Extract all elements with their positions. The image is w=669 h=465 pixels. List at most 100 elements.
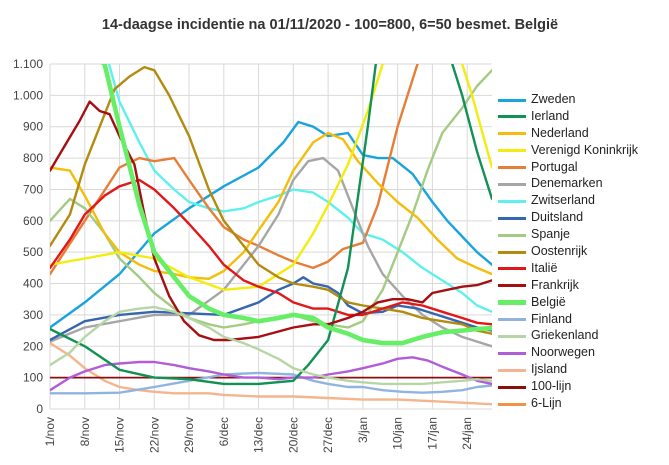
legend-item: 6-Lijn <box>498 395 668 412</box>
y-tick-label: 500 <box>23 245 43 259</box>
legend-label: Ijsland <box>531 362 568 377</box>
y-tick-label: 100 <box>23 371 43 385</box>
legend-item: Duitsland <box>498 209 668 226</box>
legend-swatch <box>498 166 526 170</box>
y-tick-label: 600 <box>23 214 43 228</box>
series-line-oostenrijk <box>50 65 492 335</box>
legend-item: Griekenland <box>498 327 668 344</box>
series-lines <box>50 64 492 406</box>
legend-item: Portugal <box>498 159 668 176</box>
legend-swatch <box>498 334 526 338</box>
legend-item: Finland <box>498 311 668 328</box>
legend-item: Frankrijk <box>498 277 668 294</box>
y-tick-label: 1.000 <box>13 88 43 102</box>
legend-label: Ierland <box>531 108 570 123</box>
series-line-denemarken <box>50 156 492 348</box>
series-line-ijsland <box>50 341 492 406</box>
series-line-portugal <box>50 64 419 276</box>
y-tick-label: 700 <box>23 182 43 196</box>
legend-swatch <box>498 98 526 102</box>
series-line-verenigd-koninkrijk <box>50 64 492 291</box>
legend-swatch <box>498 132 526 136</box>
x-tick-label: 15/nov <box>113 417 127 453</box>
series-line-noorwegen <box>50 356 492 392</box>
legend-item: Nederland <box>498 125 668 142</box>
legend-item: Ierland <box>498 108 668 125</box>
series-line-zwitserland <box>107 64 492 313</box>
legend-swatch <box>498 182 526 186</box>
series-line-finland <box>50 371 492 395</box>
gridlines <box>49 63 492 410</box>
legend-swatch <box>498 149 526 153</box>
x-tick-label: 3/jan <box>356 417 370 443</box>
legend-swatch <box>498 233 526 237</box>
legend-swatch <box>498 318 526 322</box>
legend-label: Griekenland <box>531 328 599 343</box>
x-tick-label: 8/nov <box>78 417 92 446</box>
legend-item: Oostenrijk <box>498 243 668 260</box>
legend-label: Frankrijk <box>531 277 579 292</box>
legend-label: Oostenrijk <box>531 244 588 259</box>
y-tick-label: 800 <box>23 151 43 165</box>
x-tick-label: 17/jan <box>425 417 439 450</box>
x-tick-label: 24/jan <box>460 417 474 450</box>
legend-item: België <box>498 294 668 311</box>
chart-legend: Zweden Ierland Nederland Verenigd Koninkrij… <box>498 91 668 412</box>
legend-label: Duitsland <box>531 210 584 225</box>
series-line-ierland <box>50 64 492 386</box>
legend-label: Portugal <box>531 159 578 174</box>
y-tick-label: 1.100 <box>13 57 43 71</box>
legend-item: Denemarken <box>498 175 668 192</box>
x-axis-ticks: 1/nov 8/nov 15/nov 22/nov 29/nov 6/dec 13/dec 2… <box>43 417 474 453</box>
legend-label: Nederland <box>531 125 589 140</box>
legend-label: Italië <box>531 260 558 275</box>
legend-swatch <box>498 284 526 288</box>
legend-label: Zweden <box>531 92 576 106</box>
y-tick-label: 300 <box>23 308 43 322</box>
y-tick-label: 400 <box>23 277 43 291</box>
series-line-frankrijk <box>50 100 492 342</box>
legend-item: Zweden <box>498 91 668 108</box>
legend-swatch <box>498 267 526 271</box>
x-tick-label: 29/nov <box>182 417 196 453</box>
legend-label: Zwitserland <box>531 193 595 208</box>
series-line-griekenland <box>50 305 492 386</box>
legend-label: Verenigd Koninkrijk <box>531 142 639 157</box>
legend-item: Verenigd Koninkrijk <box>498 142 668 159</box>
x-tick-label: 10/jan <box>391 417 405 450</box>
legend-item: 100-lijn <box>498 378 668 395</box>
legend-item: Noorwegen <box>498 344 668 361</box>
legend-swatch <box>498 299 526 305</box>
x-tick-label: 6/dec <box>217 417 231 446</box>
series-line-itali- <box>50 178 492 326</box>
legend-swatch <box>498 402 526 406</box>
legend-label: Spanje <box>531 227 570 242</box>
y-tick-label: 0 <box>36 402 43 416</box>
series-line-belgi- <box>100 64 492 346</box>
legend-swatch <box>498 115 526 119</box>
y-tick-label: 900 <box>23 120 43 134</box>
legend-item: Italië <box>498 260 668 277</box>
legend-label: Denemarken <box>531 176 603 191</box>
series-line-nederland <box>50 131 492 280</box>
legend-label: 6-Lijn <box>531 396 562 411</box>
legend-item: Spanje <box>498 226 668 243</box>
x-tick-label: 13/dec <box>252 417 266 453</box>
legend-swatch <box>498 351 526 355</box>
legend-swatch <box>498 368 526 372</box>
x-tick-label: 1/nov <box>43 417 57 446</box>
x-tick-label: 22/nov <box>147 417 161 453</box>
series-line-zweden <box>50 120 492 329</box>
legend-label: 100-lijn <box>531 379 572 394</box>
legend-label: Noorwegen <box>531 345 595 360</box>
legend-swatch <box>498 385 526 389</box>
chart-title: 14-daagse incidentie na 01/11/2020 - 100… <box>102 17 558 33</box>
y-axis-ticks: 0 100 200 300 400 500 600 700 800 900 1.000 1.100 <box>13 57 43 416</box>
legend-swatch <box>498 199 526 203</box>
legend-item: Ijsland <box>498 361 668 378</box>
legend-label: Finland <box>531 311 572 326</box>
legend-label: België <box>531 294 566 309</box>
legend-item: Zwitserland <box>498 192 668 209</box>
